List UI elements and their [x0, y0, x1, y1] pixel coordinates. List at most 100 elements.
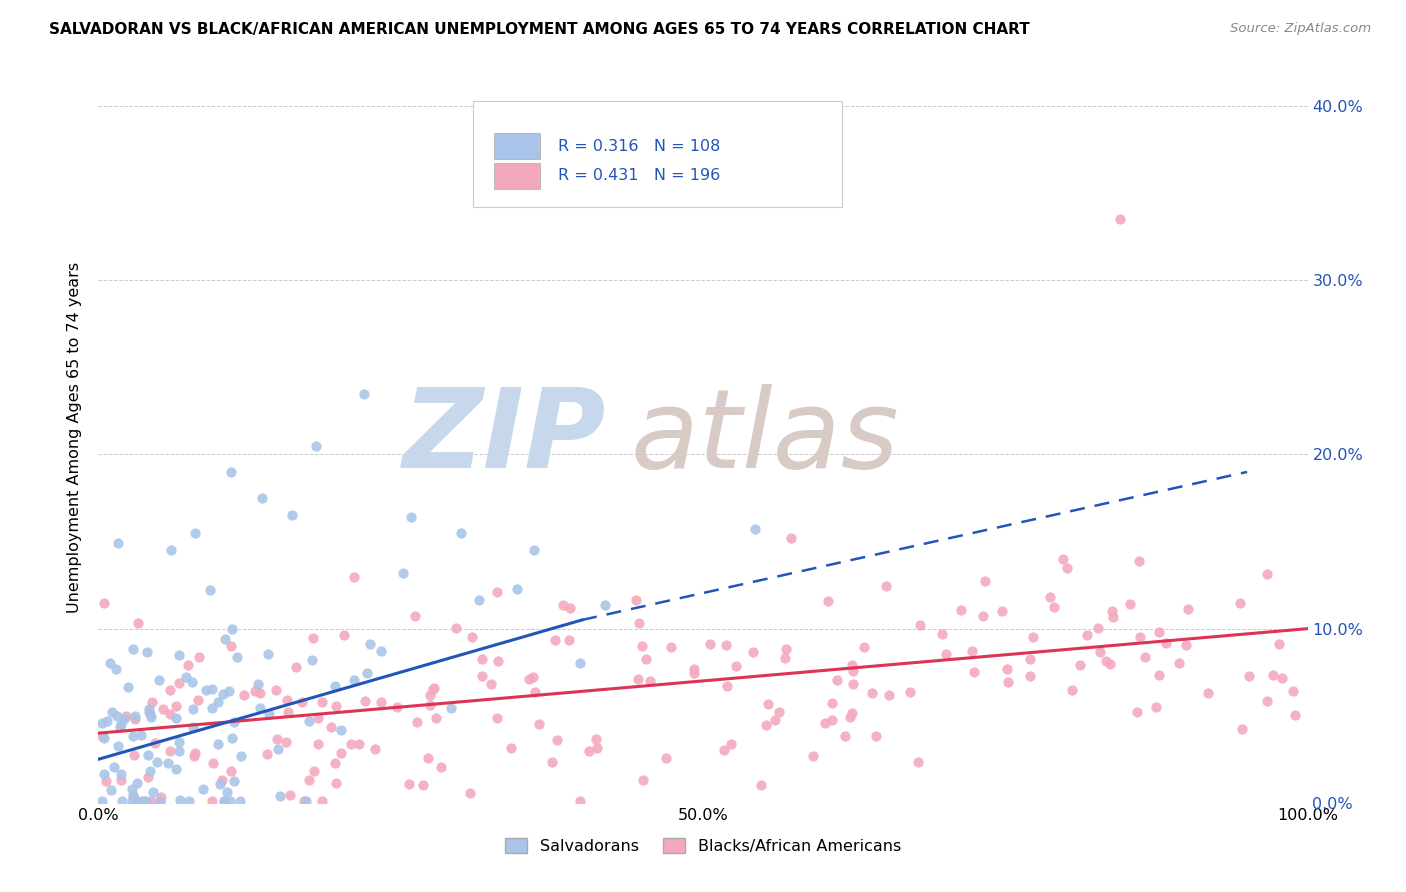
Point: [221, 731, 243, 746]
Point: [1282, 684, 1305, 698]
Text: SALVADORAN VS BLACK/AFRICAN AMERICAN UNEMPLOYMENT AMONG AGES 65 TO 74 YEARS CORR: SALVADORAN VS BLACK/AFRICAN AMERICAN UNE…: [49, 22, 1031, 37]
Point: [1256, 694, 1278, 708]
Point: [821, 713, 844, 727]
Point: [479, 677, 502, 691]
Point: [741, 645, 763, 659]
Point: [285, 659, 308, 673]
Point: [139, 764, 162, 778]
Point: [1099, 657, 1122, 672]
Point: [104, 662, 127, 676]
Point: [229, 794, 252, 808]
Point: [1133, 650, 1156, 665]
Point: [98, 656, 121, 670]
Point: [225, 650, 247, 665]
Point: [187, 692, 209, 706]
Point: [935, 647, 957, 661]
Point: [142, 785, 165, 799]
Point: [138, 702, 160, 716]
Point: [200, 582, 222, 597]
Point: [418, 751, 440, 765]
Point: [257, 647, 280, 661]
Point: [214, 632, 236, 646]
Point: [1076, 627, 1098, 641]
Point: [839, 710, 862, 724]
Point: [91, 729, 114, 743]
Point: [814, 716, 837, 731]
Point: [139, 707, 162, 722]
Point: [406, 714, 429, 729]
Point: [1229, 596, 1251, 610]
Point: [1019, 652, 1042, 666]
Point: [125, 794, 148, 808]
Point: [630, 639, 652, 653]
Point: [181, 701, 204, 715]
Point: [152, 702, 174, 716]
Point: [1149, 625, 1171, 640]
Point: [775, 641, 797, 656]
Point: [821, 696, 844, 710]
Point: [304, 764, 326, 779]
Point: [1095, 654, 1118, 668]
Point: [122, 788, 145, 802]
Point: [523, 543, 546, 558]
Point: [1284, 707, 1306, 722]
Point: [1177, 602, 1199, 616]
Point: [1144, 699, 1167, 714]
Point: [250, 491, 273, 505]
Point: [353, 386, 375, 401]
Point: [325, 776, 347, 790]
Point: [506, 582, 529, 596]
Point: [349, 737, 371, 751]
Point: [245, 684, 267, 698]
Point: [177, 794, 200, 808]
Point: [266, 731, 288, 746]
Point: [370, 644, 392, 658]
Point: [167, 676, 190, 690]
Point: [340, 737, 363, 751]
Point: [370, 696, 392, 710]
Point: [110, 717, 132, 731]
Point: [107, 739, 129, 754]
Point: [827, 673, 849, 687]
Point: [280, 789, 302, 803]
Point: [1128, 553, 1150, 567]
Point: [201, 701, 224, 715]
Point: [195, 683, 218, 698]
Point: [387, 699, 409, 714]
Legend: Salvadorans, Blacks/African Americans: Salvadorans, Blacks/African Americans: [498, 831, 908, 861]
Point: [626, 673, 648, 687]
Point: [202, 756, 225, 771]
Point: [129, 728, 152, 742]
Point: [122, 642, 145, 657]
Point: [115, 709, 138, 723]
Point: [763, 713, 786, 727]
Point: [655, 751, 678, 765]
Point: [332, 628, 354, 642]
Point: [134, 794, 156, 808]
Point: [342, 570, 364, 584]
Point: [94, 774, 117, 789]
Point: [860, 686, 883, 700]
Point: [201, 681, 224, 696]
Point: [1154, 636, 1177, 650]
Point: [165, 711, 187, 725]
Point: [159, 682, 181, 697]
Point: [471, 668, 494, 682]
Point: [423, 681, 446, 695]
Point: [683, 662, 706, 676]
Point: [1052, 552, 1074, 566]
Point: [135, 794, 157, 808]
Point: [122, 729, 145, 743]
Point: [181, 674, 204, 689]
Point: [91, 794, 114, 808]
Point: [295, 794, 318, 808]
Point: [842, 665, 865, 679]
Point: [187, 649, 209, 664]
Point: [105, 709, 128, 723]
Point: [212, 687, 235, 701]
Point: [1109, 212, 1132, 227]
Point: [207, 695, 229, 709]
Point: [207, 737, 229, 751]
Point: [425, 711, 447, 725]
Point: [853, 640, 876, 655]
